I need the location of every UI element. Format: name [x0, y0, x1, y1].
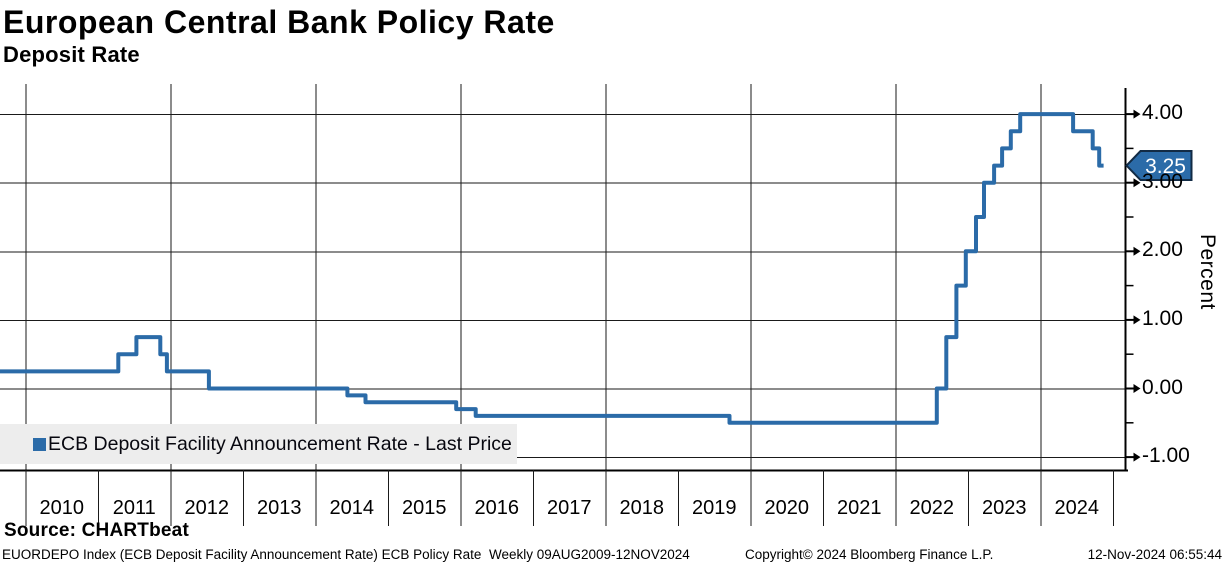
legend: ECB Deposit Facility Announcement Rate -…: [0, 424, 517, 464]
x-year-label: 2013: [257, 497, 302, 519]
y-tick-arrow-icon: [1133, 178, 1141, 188]
x-year-label: 2012: [184, 497, 230, 519]
x-year-label: 2024: [1054, 497, 1100, 519]
legend-label: ECB Deposit Facility Announcement Rate -…: [48, 432, 512, 455]
y-axis-title: Percent: [1196, 234, 1219, 310]
footer-index-description: EUORDEPO Index (ECB Deposit Facility Ann…: [2, 547, 690, 562]
series-line: [0, 112, 1104, 425]
y-tick-label: 1.00: [1142, 306, 1183, 330]
x-year-label: 2015: [402, 497, 447, 519]
x-year-label: 2017: [547, 497, 592, 519]
y-tick-label: 2.00: [1142, 238, 1183, 262]
y-tick-arrow-icon: [1133, 452, 1141, 462]
x-year-label: 2014: [329, 497, 375, 519]
y-tick-label: 0.00: [1142, 375, 1183, 399]
x-year-label: 2023: [982, 497, 1027, 519]
x-year-label: 2020: [764, 497, 810, 519]
x-year-label: 2018: [619, 497, 665, 519]
y-tick-arrow-icon: [1133, 246, 1141, 256]
x-year-label: 2011: [112, 497, 156, 519]
footer-timestamp: 12-Nov-2024 06:55:44: [1087, 547, 1222, 562]
y-tick-arrow-icon: [1133, 109, 1141, 119]
y-tick-arrow-icon: [1133, 384, 1141, 393]
last-price-label: 3.25: [1145, 155, 1186, 178]
x-year-label: 2021: [837, 497, 882, 519]
x-year-label: 2010: [39, 497, 85, 519]
x-year-label: 2016: [474, 497, 520, 519]
legend-series-swatch-icon: [33, 437, 46, 451]
y-tick-arrow-icon: [1133, 315, 1141, 325]
x-year-label: 2022: [909, 497, 955, 519]
chart-title: European Central Bank Policy Rate: [3, 4, 555, 40]
source-label: Source: CHARTbeat: [4, 520, 189, 541]
footer-copyright: Copyright© 2024 Bloomberg Finance L.P.: [745, 547, 994, 562]
y-tick-label: -1.00: [1142, 444, 1190, 468]
y-tick-label: 3.00: [1142, 169, 1183, 193]
last-price-badge: [1125, 150, 1193, 182]
x-year-label: 2019: [692, 497, 737, 519]
y-tick-label: 4.00: [1142, 101, 1183, 125]
chart-subtitle: Deposit Rate: [3, 42, 140, 67]
